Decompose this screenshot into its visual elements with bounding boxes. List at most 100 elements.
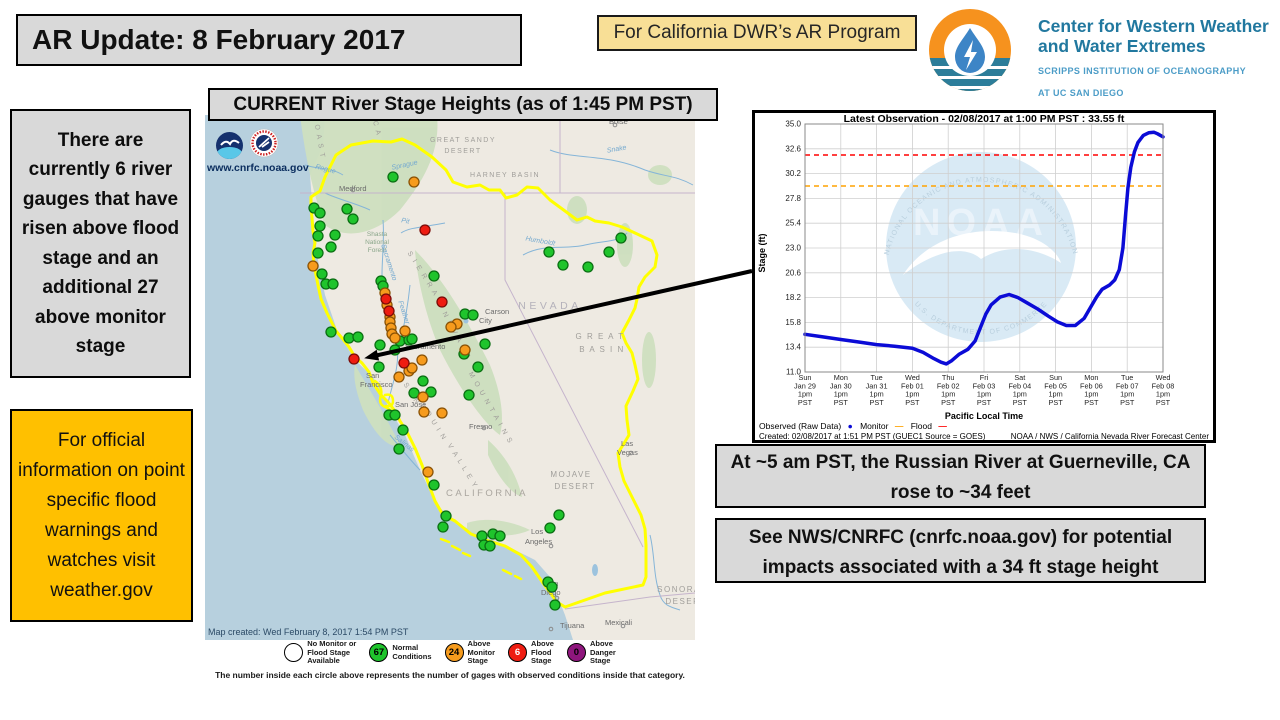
- gauge-dot: [416, 354, 428, 366]
- x-tick-label: Mon Feb 06 1pm PST: [1080, 373, 1103, 407]
- gauge-dot: [445, 321, 457, 333]
- map-label: Snake: [606, 144, 627, 154]
- x-axis-label: Pacific Local Time: [945, 411, 1023, 421]
- gauge-dot: [422, 466, 434, 478]
- gauge-dot: [383, 305, 395, 317]
- gauge-dot: [399, 325, 411, 337]
- legend-item: No Monitor or Flood Stage Available: [284, 639, 356, 666]
- map-label: Pit: [401, 217, 411, 225]
- gauge-dot: [546, 581, 558, 593]
- legend-monitor-label: Monitor: [860, 421, 889, 431]
- gauge-dot: [582, 261, 594, 273]
- cw3e-name-line1: Center for Western Weather: [1038, 16, 1269, 36]
- gauge-dot: [437, 521, 449, 533]
- gauge-dot: [389, 344, 401, 356]
- x-tick-label: Wed Feb 01 1pm PST: [901, 373, 924, 407]
- map-label: Mexicali: [605, 618, 632, 627]
- city-marker-icon: [612, 122, 618, 128]
- map-label: Vegas: [617, 448, 638, 457]
- official-info-text: For official information on point specif…: [18, 429, 185, 601]
- legend-circle-icon: 24: [444, 643, 464, 663]
- legend-label: Normal Conditions: [392, 643, 432, 661]
- map-label: CALIFORNIA: [446, 488, 528, 499]
- chart-created-timestamp: Created: 02/08/2017 at 1:51 PM PST (GUEC…: [759, 432, 986, 440]
- gauge-dot: [397, 424, 409, 436]
- map-label: SONORA: [657, 585, 695, 594]
- map-label: DESERT: [665, 597, 695, 606]
- gauge-dot: [341, 203, 353, 215]
- map-label: Angeles: [525, 537, 552, 546]
- gauge-dot: [467, 309, 479, 321]
- map-label: Fresno: [469, 422, 492, 431]
- gauge-dot: [389, 332, 401, 344]
- x-tick-label: Sun Jan 29 1pm PST: [794, 373, 816, 407]
- map-title-box: CURRENT River Stage Heights (as of 1:45 …: [208, 88, 718, 121]
- cw3e-sub-line1: SCRIPPS INSTITUTION OF OCEANOGRAPHY: [1038, 66, 1247, 76]
- gauge-dot: [549, 599, 561, 611]
- cnrfc-url: www.cnrfc.noaa.gov: [206, 162, 309, 174]
- map-label: GREAT SANDY: [430, 137, 496, 144]
- gauge-dot: [425, 386, 437, 398]
- gauge-dot: [387, 171, 399, 183]
- gauge-dot: [398, 357, 410, 369]
- impacts-line1: See NWS/CNRFC (cnrfc.noaa.gov) for poten…: [748, 527, 1173, 548]
- gauge-dot: [408, 176, 420, 188]
- gauge-dot: [389, 409, 401, 421]
- observed-stage-curve: [803, 130, 1165, 366]
- gauge-stats-callout: There are currently 6 river gauges that …: [10, 109, 191, 378]
- map-legend-caption: The number inside each circle above repr…: [215, 670, 685, 680]
- gauge-dot: [419, 224, 431, 236]
- legend-label: Above Flood Stage: [531, 639, 554, 665]
- gauge-stats-text: There are currently 6 river gauges that …: [21, 129, 180, 358]
- map-label: NEVADA: [518, 300, 581, 312]
- map-label: Shasta: [367, 231, 388, 238]
- flood-marker-icon: —: [938, 421, 947, 431]
- map-label: G R E A T: [576, 332, 625, 341]
- map-label: National: [365, 239, 389, 246]
- map-legend: No Monitor or Flood Stage Available 67 Norma…: [205, 639, 695, 666]
- x-tick-label: Mon Jan 30 1pm PST: [830, 373, 852, 407]
- gauge-dot: [314, 220, 326, 232]
- gauge-dot: [428, 479, 440, 491]
- cw3e-logo-icon: [929, 9, 1011, 91]
- gauge-dot: [428, 270, 440, 282]
- gauge-dot: [440, 510, 452, 522]
- x-tick-label: Sun Feb 05 1pm PST: [1044, 373, 1067, 407]
- gauge-dot: [314, 207, 326, 219]
- map-label: Forest: [368, 247, 387, 254]
- salton-sea: [592, 564, 598, 576]
- gauge-dot: [417, 375, 429, 387]
- gauge-dot: [312, 247, 324, 259]
- observation-line2: rose to ~34 feet: [890, 482, 1031, 503]
- city-marker-icon: [548, 626, 554, 632]
- gauge-dot: [476, 530, 488, 542]
- map-label: Boise: [609, 117, 628, 126]
- y-tick-label: 11.0: [786, 368, 802, 377]
- legend-circle-icon: [284, 643, 304, 663]
- y-tick-label: 25.4: [785, 219, 801, 228]
- map-label: MOJAVE: [550, 470, 591, 479]
- gauge-dot: [543, 246, 555, 258]
- gauge-dot: [406, 333, 418, 345]
- y-tick-label: 20.6: [785, 268, 801, 277]
- gauge-dot: [373, 361, 385, 373]
- x-tick-label: Fri Feb 03 1pm PST: [973, 373, 996, 407]
- chart-agency-credit: NOAA / NWS / California Nevada River For…: [1011, 432, 1210, 440]
- gauge-dot: [325, 241, 337, 253]
- map-title: CURRENT River Stage Heights (as of 1:45 …: [233, 93, 693, 115]
- observation-callout: At ~5 am PST, the Russian River at Guern…: [715, 444, 1206, 508]
- map-label: C A: [371, 120, 382, 137]
- bay-and-islands: [373, 379, 523, 581]
- gauge-dot: [406, 362, 418, 374]
- y-tick-label: 13.4: [785, 343, 801, 352]
- official-info-callout: For official information on point specif…: [10, 409, 193, 622]
- map-label: Los: [531, 527, 543, 536]
- observation-line1: At ~5 am PST, the Russian River at Guern…: [730, 452, 1191, 473]
- map-label: San Jose: [395, 400, 426, 409]
- cw3e-emblem-icon: [929, 9, 1011, 91]
- gauge-dot: [436, 296, 448, 308]
- gauge-dot: [615, 232, 627, 244]
- river-stage-map: GREAT SANDY DESERT HARNEY BASIN Boise Snake M…: [205, 115, 695, 640]
- legend-circle-icon: 6: [508, 643, 528, 663]
- gauge-dot: [312, 230, 324, 242]
